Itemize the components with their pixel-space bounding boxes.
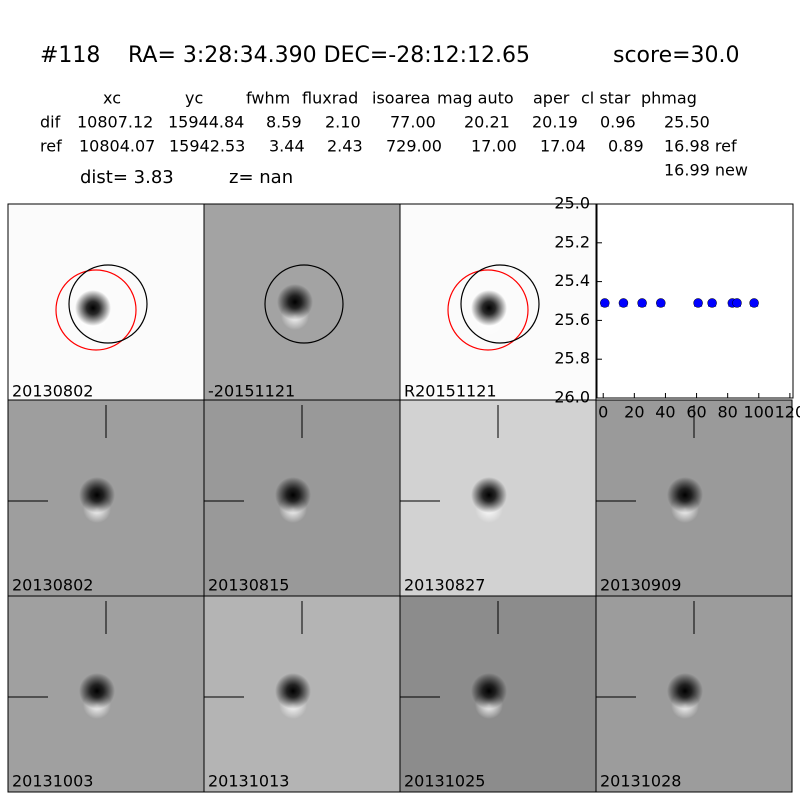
column-header: yc — [185, 89, 203, 108]
column-header: aper — [533, 89, 570, 108]
table-cell: 17.00 — [471, 137, 517, 156]
y-tick-label: 26.0 — [554, 388, 590, 407]
source-blob — [667, 477, 703, 513]
table-cell: 16.98 ref — [664, 137, 737, 156]
source-blob — [471, 673, 507, 709]
x-tick-label: 40 — [655, 403, 675, 422]
source-blob — [79, 673, 115, 709]
point — [707, 298, 717, 308]
point — [618, 298, 629, 308]
stamp-label: 20131003 — [12, 772, 93, 791]
coords: RA= 3:28:34.390 DEC=-28:12:12.65 — [128, 43, 530, 68]
x-tick-label: 80 — [717, 403, 737, 422]
point — [693, 298, 703, 308]
stamp-label: 20130827 — [404, 576, 485, 595]
table-cell: 15942.53 — [169, 137, 245, 156]
panel-label: -20151121 — [208, 382, 295, 401]
score: score=30.0 — [613, 43, 740, 68]
table-cell: dif — [40, 113, 61, 132]
source-blob — [79, 477, 115, 513]
table-cell: 729.00 — [386, 137, 442, 156]
panel-label: 20130802 — [12, 382, 93, 401]
table-cell: 17.04 — [540, 137, 586, 156]
x-tick-label: 120 — [775, 403, 800, 422]
column-header: fwhm — [246, 89, 290, 108]
stamp-label: 20131025 — [404, 772, 485, 791]
red-circle — [55, 269, 137, 351]
column-header: phmag — [641, 89, 697, 108]
table-cell: 15944.84 — [168, 113, 244, 132]
x-tick-label: 60 — [686, 403, 706, 422]
column-header: mag auto — [437, 89, 514, 108]
z: z= nan — [229, 167, 293, 188]
column-header: xc — [103, 89, 121, 108]
x-tick-label: 0 — [598, 403, 608, 422]
stamp-label: 20130815 — [208, 576, 289, 595]
source-blob — [277, 284, 313, 320]
table-cell: 8.59 — [266, 113, 302, 132]
extra: 16.99 new — [664, 161, 748, 180]
point — [600, 298, 610, 308]
point — [637, 298, 647, 308]
y-tick-label: 25.0 — [554, 194, 590, 213]
stamp-label: 20131013 — [208, 772, 289, 791]
table-cell: 0.96 — [600, 113, 636, 132]
point — [732, 298, 742, 308]
table-cell: 2.43 — [327, 137, 363, 156]
panel-label: R20151121 — [404, 382, 497, 401]
column-header: fluxrad — [302, 89, 358, 108]
column-header: isoarea — [372, 89, 430, 108]
black-circle — [264, 264, 344, 344]
source-blob — [471, 290, 507, 326]
point — [656, 298, 666, 308]
table-cell: 10804.07 — [79, 137, 155, 156]
table-cell: 2.10 — [325, 113, 361, 132]
x-tick-label: 20 — [624, 403, 644, 422]
y-tick-label: 25.4 — [554, 271, 590, 290]
black-circle — [460, 264, 540, 344]
table-cell: 3.44 — [269, 137, 305, 156]
y-tick-label: 25.6 — [554, 310, 590, 329]
source-blob — [471, 477, 507, 513]
source-blob — [275, 477, 311, 513]
x-tick-label: 100 — [744, 403, 775, 422]
y-tick-label: 25.8 — [554, 349, 590, 368]
table-cell: ref — [40, 137, 62, 156]
source-blob — [667, 673, 703, 709]
dist: dist= 3.83 — [80, 167, 174, 188]
y-tick-label: 25.2 — [554, 232, 590, 251]
source-blob — [75, 290, 111, 326]
table-cell: 10807.12 — [77, 113, 153, 132]
red-circle — [447, 269, 529, 351]
table-cell: 20.21 — [464, 113, 510, 132]
source-blob — [275, 673, 311, 709]
point — [749, 298, 759, 308]
table-cell: 25.50 — [664, 113, 710, 132]
object-id: #118 — [40, 43, 100, 68]
stamp-label: 20130802 — [12, 576, 93, 595]
table-cell: 20.19 — [532, 113, 578, 132]
stamp-label: 20130909 — [600, 576, 681, 595]
black-circle — [68, 264, 148, 344]
table-cell: 77.00 — [390, 113, 436, 132]
column-header: cl star — [581, 89, 631, 108]
table-cell: 0.89 — [608, 137, 644, 156]
stamp-label: 20131028 — [600, 772, 681, 791]
